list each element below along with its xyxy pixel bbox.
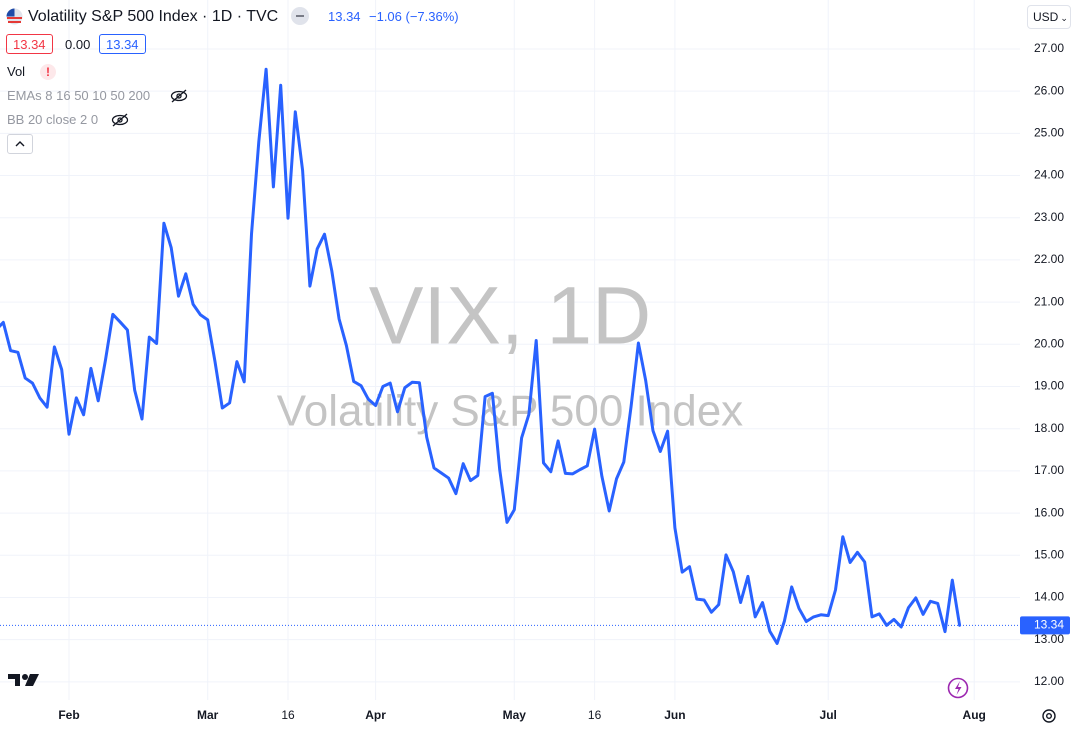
currency-button[interactable]: USD ⌄ bbox=[1027, 5, 1071, 29]
y-tick-label: 27.00 bbox=[1034, 41, 1064, 55]
y-tick-label: 15.00 bbox=[1034, 547, 1064, 561]
x-tick-label: Jul bbox=[820, 708, 837, 722]
collapse-button[interactable] bbox=[291, 7, 309, 25]
x-tick-label: Apr bbox=[365, 708, 386, 722]
axes: 12.00 13.00 14.00 15.00 16.00 17.00 18.00 19.00… bbox=[58, 41, 1070, 722]
indicator-vol[interactable]: Vol bbox=[7, 64, 26, 79]
x-tick-label: Feb bbox=[58, 708, 79, 722]
logo bbox=[8, 674, 39, 686]
x-tick-label: 16 bbox=[281, 708, 295, 722]
hidden-icon[interactable] bbox=[170, 88, 188, 109]
x-tick-label: 16 bbox=[588, 708, 602, 722]
chevron: ⌄ bbox=[1060, 13, 1068, 23]
y-tick-label: 20.00 bbox=[1034, 336, 1064, 350]
last-price-box bbox=[1020, 616, 1070, 635]
y-tick-label: 19.00 bbox=[1034, 379, 1064, 393]
warning-icon[interactable]: ! bbox=[40, 64, 56, 80]
spread: 0.00 bbox=[65, 37, 91, 52]
y-tick-label: 16.00 bbox=[1034, 505, 1064, 519]
indicator-bb[interactable]: BB 20 close 2 0 bbox=[7, 112, 99, 127]
chevron-up bbox=[15, 141, 25, 147]
y-tick-label: 17.00 bbox=[1034, 463, 1064, 477]
price-line bbox=[0, 67, 962, 645]
hidden-icon[interactable] bbox=[111, 112, 129, 133]
x-tick-label: Mar bbox=[197, 708, 219, 722]
flag-icon bbox=[6, 8, 23, 30]
x-tick-label: Aug bbox=[963, 708, 986, 722]
y-tick-label: 18.00 bbox=[1034, 421, 1064, 435]
indicator-ema[interactable]: EMAs 8 16 50 10 50 200 bbox=[7, 88, 151, 103]
watermark-symbol: VIX, 1D bbox=[369, 271, 652, 362]
y-tick-label: 21.00 bbox=[1034, 294, 1064, 308]
y-tick-label: 25.00 bbox=[1034, 126, 1064, 140]
eye-off bbox=[111, 113, 129, 127]
collapse-indicators[interactable] bbox=[7, 134, 33, 154]
y-tick-label: 12.00 bbox=[1034, 674, 1064, 688]
plot bbox=[0, 67, 1020, 645]
last-price-label: 13.34 bbox=[1034, 617, 1064, 631]
last-price: 13.34 bbox=[328, 9, 361, 24]
alert-icon[interactable] bbox=[947, 677, 969, 699]
flag bbox=[6, 8, 23, 25]
grid bbox=[0, 0, 1020, 700]
y-tick-label: 22.00 bbox=[1034, 252, 1064, 266]
bid-box[interactable]: 13.34 bbox=[6, 34, 53, 54]
eye-off bbox=[170, 89, 188, 103]
price-change: −1.06 (−7.36%) bbox=[369, 9, 459, 24]
y-tick-label: 14.00 bbox=[1034, 590, 1064, 604]
symbol-title[interactable]: Volatility S&P 500 Index · 1D · TVC bbox=[28, 8, 279, 25]
ask-box[interactable]: 13.34 bbox=[99, 34, 146, 54]
y-tick-label: 23.00 bbox=[1034, 210, 1064, 224]
currency-label: USD bbox=[1033, 10, 1059, 24]
watermark-name: Volatility S&P 500 Index bbox=[277, 387, 743, 436]
x-tick-label: May bbox=[503, 708, 527, 722]
y-tick-label: 24.00 bbox=[1034, 168, 1064, 182]
y-tick-label: 13.00 bbox=[1034, 632, 1064, 646]
y-tick-label: 26.00 bbox=[1034, 83, 1064, 97]
settings-icon[interactable] bbox=[1042, 709, 1056, 723]
x-tick-label: Jun bbox=[664, 708, 685, 722]
